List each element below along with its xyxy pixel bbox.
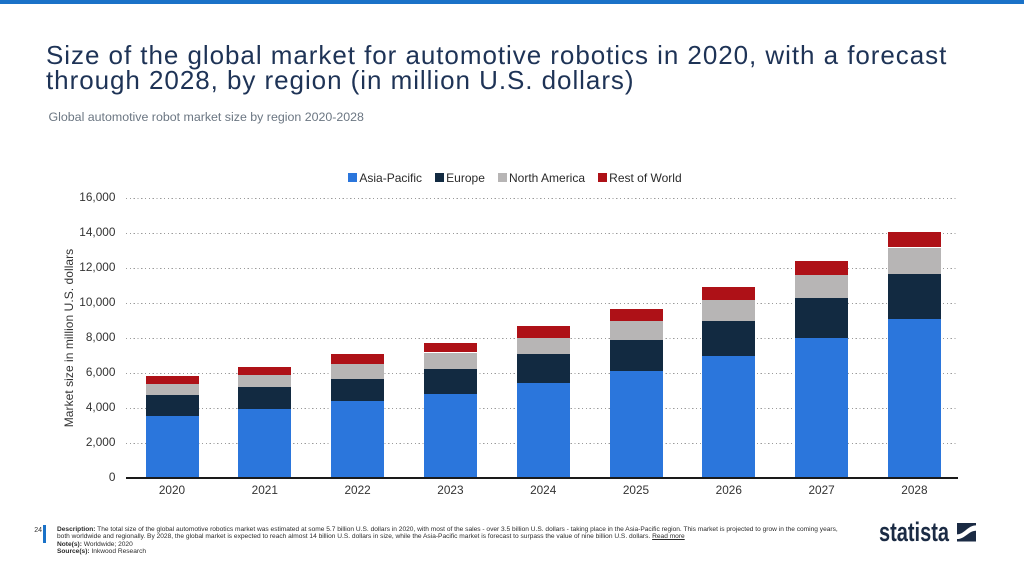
svg-text:statista: statista	[879, 518, 950, 546]
